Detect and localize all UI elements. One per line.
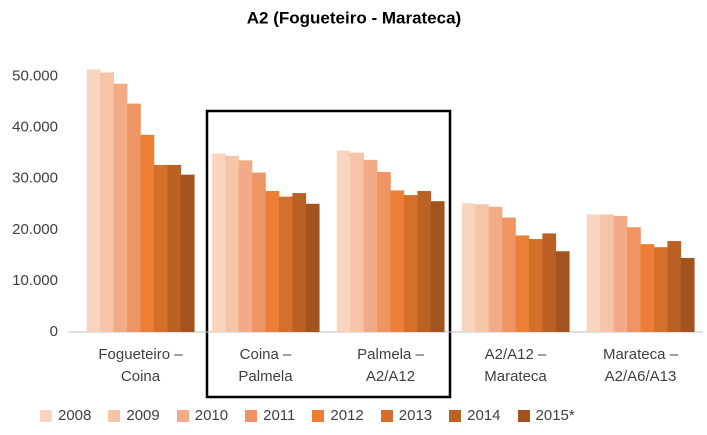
bar [113,83,128,332]
bar [627,227,641,332]
bar [475,204,489,332]
bar [461,203,476,332]
bar [140,134,155,332]
legend-item: 2010 [176,407,229,424]
bar [488,206,503,332]
x-tick-label: Fogueteiro – Coina [98,346,183,385]
bar [278,196,293,332]
bar [153,164,168,332]
bar [430,201,445,332]
bar [640,244,655,332]
x-tick-label: Palmela – A2/A12 [357,346,424,385]
x-tick-label: Marateca – A2/A6/A13 [602,346,679,385]
legend-item: 2011 [245,407,295,424]
bar [542,233,557,332]
bar [667,241,682,332]
x-tick-label: A2/A12 – Marateca [484,346,547,385]
bar [515,235,530,332]
legend-swatch [449,409,462,422]
legend-swatch [312,409,325,422]
y-tick-label: 30.000 [12,170,58,187]
legend-label: 2010 [194,407,229,424]
bar [680,257,695,332]
highlight-box [205,109,452,399]
bar [127,103,141,333]
bar [100,72,114,332]
legend-item: 2008 [40,407,91,424]
bar [586,214,601,332]
legend-swatch [176,409,189,422]
bar [211,153,226,332]
legend-swatch [245,409,258,422]
bar [86,69,101,332]
legend-swatch [40,409,52,422]
legend-label: 2011 [263,407,296,424]
legend: 2008 2009 2010 2011 2012 2013 2014 2015* [40,407,575,424]
legend-label: 2009 [126,407,160,424]
bar [377,172,391,332]
bar [265,190,280,332]
bar [390,190,405,332]
legend-item: 2012 [312,407,364,424]
bar [225,155,239,332]
bar [528,239,543,332]
legend-item: 2015* [517,407,575,424]
bar [167,164,182,332]
y-tick-label: 10.000 [12,272,58,289]
bar [403,195,418,332]
bar [180,174,195,332]
legend-label: 2013 [398,407,433,424]
bar [613,216,628,332]
legend-item: 2013 [380,407,433,424]
bar [502,217,516,332]
legend-swatch [517,409,530,422]
bar [417,190,432,332]
y-tick-label: 50.000 [12,68,58,85]
legend-label: 2008 [58,407,92,424]
legend-item: 2009 [108,407,160,424]
bar [363,159,378,332]
legend-label: 2015* [535,407,575,424]
bar [555,251,570,332]
bar [292,193,307,332]
legend-label: 2014 [467,407,501,424]
y-tick-label: 40.000 [12,119,58,136]
bar [336,150,351,332]
legend-swatch [108,409,121,422]
bar [350,152,364,332]
bar [238,160,253,332]
legend-label: 2012 [330,407,364,424]
legend-swatch [380,409,393,422]
bar [252,172,266,332]
bar [305,203,320,332]
y-tick-label: 20.000 [12,221,58,238]
x-tick-label: Coina – Palmela [238,346,293,385]
legend-item: 2014 [449,407,501,424]
y-tick-label: 0 [50,323,58,340]
chart-title: A2 (Fogueteiro - Marateca) [247,8,461,27]
bar [653,247,668,332]
bar [600,214,614,332]
